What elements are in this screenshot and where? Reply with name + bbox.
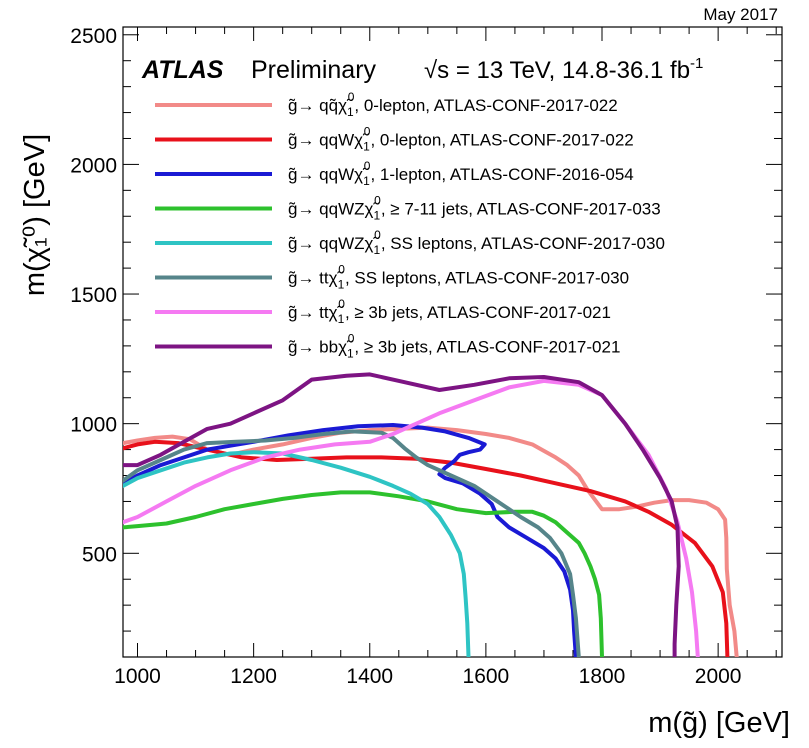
legend-process: g̃→ ttχ̃ [288, 303, 344, 322]
legend-subscript: 1 [363, 174, 370, 188]
x-tick-label: 1800 [579, 665, 626, 688]
legend-process: g̃→ qqWZχ̃ [288, 234, 379, 253]
legend-process: g̃→ qqWχ̃ [288, 131, 369, 150]
legend-entry-6: g̃→ ttχ̃10, SS leptons, ATLAS-CONF-2017-… [288, 263, 629, 292]
legend-subscript: 1 [347, 105, 354, 119]
y-tick-label: 1000 [70, 414, 117, 437]
legend-description: , ≥ 7-11 jets, ATLAS-CONF-2017-033 [381, 200, 661, 219]
legend-description: , 1-lepton, ATLAS-CONF-2016-054 [370, 165, 633, 184]
exclusion-curve-8 [123, 372, 681, 657]
legend-subscript: 1 [373, 209, 380, 223]
x-tick-label: 1600 [463, 665, 510, 688]
x-tick-label: 2000 [695, 665, 742, 688]
legend-entry-8: g̃→ bbχ̃10, ≥ 3b jets, ATLAS-CONF-2017-0… [288, 332, 620, 361]
legend-superscript: 0 [348, 90, 355, 104]
energy-superscript: -1 [690, 55, 703, 72]
legend-process: g̃→ qqWχ̃ [288, 165, 369, 184]
legend-description: , ≥ 3b jets, ATLAS-CONF-2017-021 [345, 303, 611, 322]
legend-superscript: 0 [374, 194, 381, 208]
y-tick-label: 500 [82, 543, 117, 566]
legend-subscript: 1 [347, 347, 354, 361]
axis-ticks: 1000 1200 1400 1600 1800 20005001000150020002… [70, 25, 782, 688]
legend-entry-5: g̃→ qqWZχ̃10, SS leptons, ATLAS-CONF-201… [288, 228, 665, 257]
legend-superscript: 0 [348, 332, 355, 346]
legend-description: , SS leptons, ATLAS-CONF-2017-030 [381, 234, 665, 253]
legend-process: g̃→ qqWZχ̃ [288, 200, 379, 219]
atlas-logo-text: ATLAS [141, 56, 224, 84]
x-tick-label: 1400 [346, 665, 393, 688]
series-curves [123, 372, 739, 657]
preliminary-label: Preliminary [251, 56, 377, 84]
exclusion-curve-6 [123, 429, 581, 657]
exclusion-curve-4 [123, 490, 604, 657]
x-tick-label: 1000 [114, 665, 161, 688]
legend-subscript: 1 [338, 278, 345, 292]
legend-entry-1: g̃→ qq̃χ̃10, 0-lepton, ATLAS-CONF-2017-0… [288, 90, 618, 119]
exclusion-curve-5 [123, 450, 471, 657]
y-tick-label: 2500 [70, 25, 117, 48]
legend-subscript: 1 [363, 140, 370, 154]
legend-entry-3: g̃→ qqWχ̃10, 1-lepton, ATLAS-CONF-2016-0… [288, 159, 634, 188]
y-tick-label: 1500 [70, 284, 117, 307]
legend-process: g̃→ bbχ̃ [288, 338, 353, 357]
date-label: May 2017 [703, 5, 778, 24]
y-axis-title: m(χ̃₁⁰) [GeV] [19, 134, 51, 296]
legend-superscript: 0 [338, 263, 345, 277]
legend-process: g̃→ ttχ̃ [288, 269, 344, 288]
legend: g̃→ qq̃χ̃10, 0-lepton, ATLAS-CONF-2017-0… [155, 90, 665, 361]
legend-description: , SS leptons, ATLAS-CONF-2017-030 [345, 269, 629, 288]
legend-process: g̃→ qq̃χ̃ [288, 96, 353, 115]
legend-subscript: 1 [373, 243, 380, 257]
energy-text: √s = 13 TeV, 14.8-36.1 fb [424, 57, 690, 84]
legend-entry-2: g̃→ qqWχ̃10, 0-lepton, ATLAS-CONF-2017-0… [288, 125, 634, 154]
legend-superscript: 0 [364, 125, 371, 139]
legend-subscript: 1 [338, 312, 345, 326]
y-tick-label: 2000 [70, 154, 117, 177]
legend-superscript: 0 [364, 159, 371, 173]
legend-superscript: 0 [338, 297, 345, 311]
legend-description: , 0-lepton, ATLAS-CONF-2017-022 [354, 96, 617, 115]
legend-entry-7: g̃→ ttχ̃10, ≥ 3b jets, ATLAS-CONF-2017-0… [288, 297, 611, 326]
energy-label: √s = 13 TeV, 14.8-36.1 fb-1 [424, 55, 703, 84]
legend-description: , ≥ 3b jets, ATLAS-CONF-2017-021 [354, 338, 620, 357]
plot-frame [122, 26, 783, 658]
legend-description: , 0-lepton, ATLAS-CONF-2017-022 [370, 131, 633, 150]
legend-entry-4: g̃→ qqWZχ̃10, ≥ 7-11 jets, ATLAS-CONF-20… [288, 194, 661, 223]
x-axis-title: m(g̃) [GeV] [648, 707, 790, 739]
x-tick-label: 1200 [230, 665, 277, 688]
legend-superscript: 0 [374, 228, 381, 242]
